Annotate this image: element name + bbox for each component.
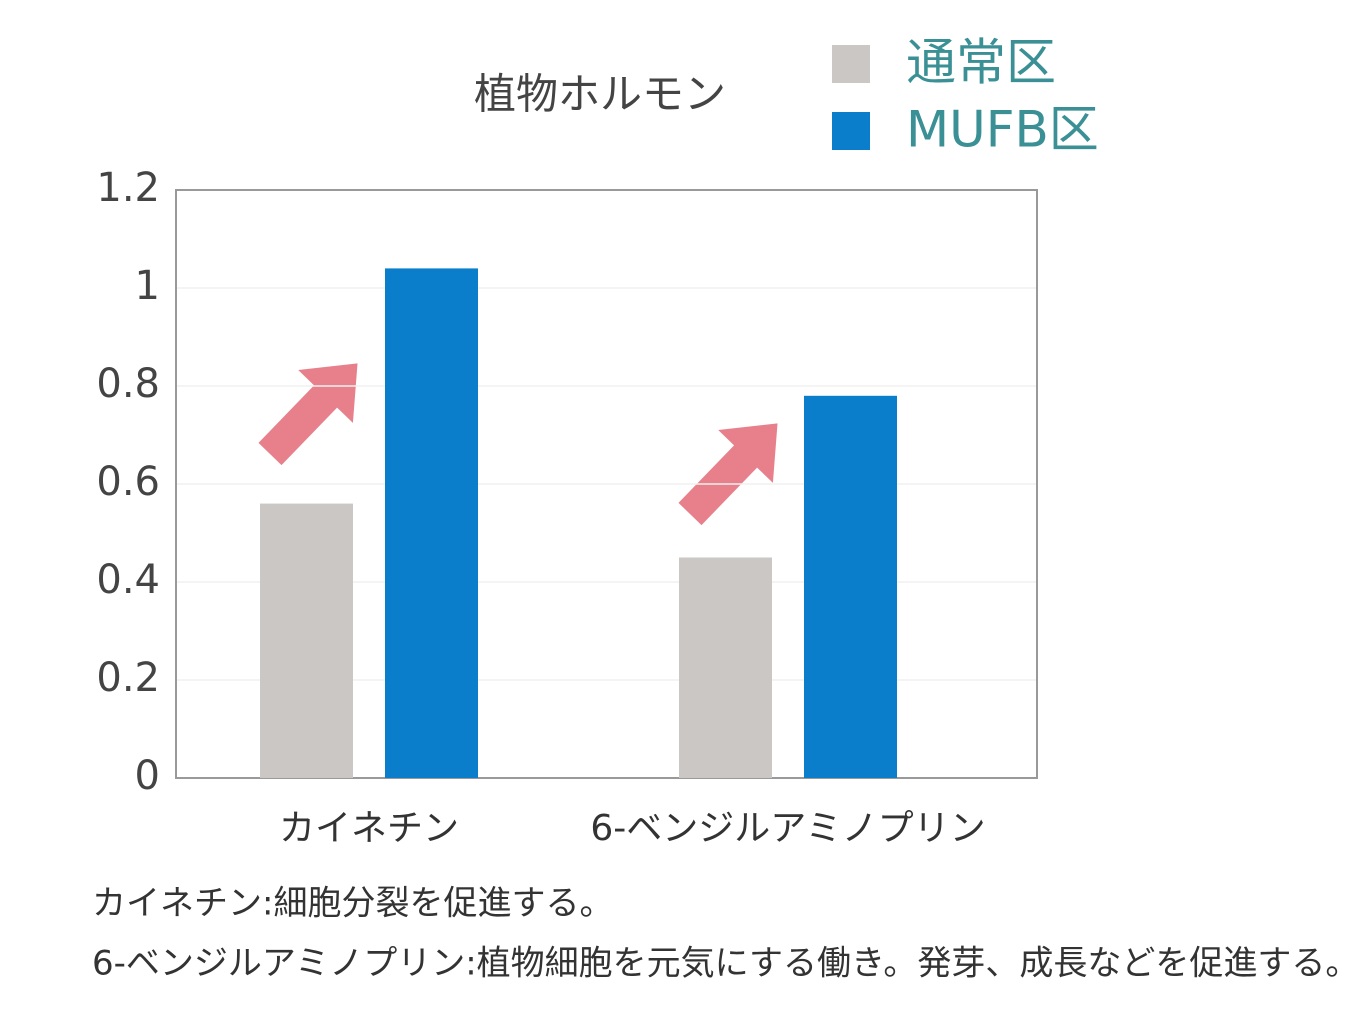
y-tick-label: 0.6 [96, 459, 160, 505]
x-tick-label: カイネチン [279, 808, 459, 849]
bar [260, 503, 353, 778]
bar [679, 557, 772, 778]
chart-title: 植物ホルモン [474, 70, 726, 119]
legend-swatch [832, 45, 870, 83]
y-tick-label: 0 [135, 753, 160, 799]
bar [804, 395, 897, 778]
y-tick-label: 0.8 [96, 361, 160, 407]
y-tick-label: 1 [135, 263, 160, 309]
legend-label: MUFB区 [906, 101, 1099, 159]
y-tick-label: 1.2 [96, 165, 160, 211]
note: 6-ベンジルアミノプリン:植物細胞を元気にする働き。発芽、成長などを促進する。 [92, 944, 1359, 984]
x-tick-label: 6-ベンジルアミノプリン [590, 808, 985, 849]
arrows [258, 363, 778, 526]
arrow [258, 363, 358, 466]
plot-frame [175, 189, 1038, 779]
legend-label: 通常区 [906, 34, 1056, 92]
bar [385, 268, 478, 778]
arrow [678, 423, 778, 526]
legend-swatch [832, 112, 870, 150]
y-tick-label: 0.4 [96, 557, 160, 603]
y-tick-label: 0.2 [96, 655, 160, 701]
note: カイネチン:細胞分裂を促進する。 [92, 884, 613, 924]
